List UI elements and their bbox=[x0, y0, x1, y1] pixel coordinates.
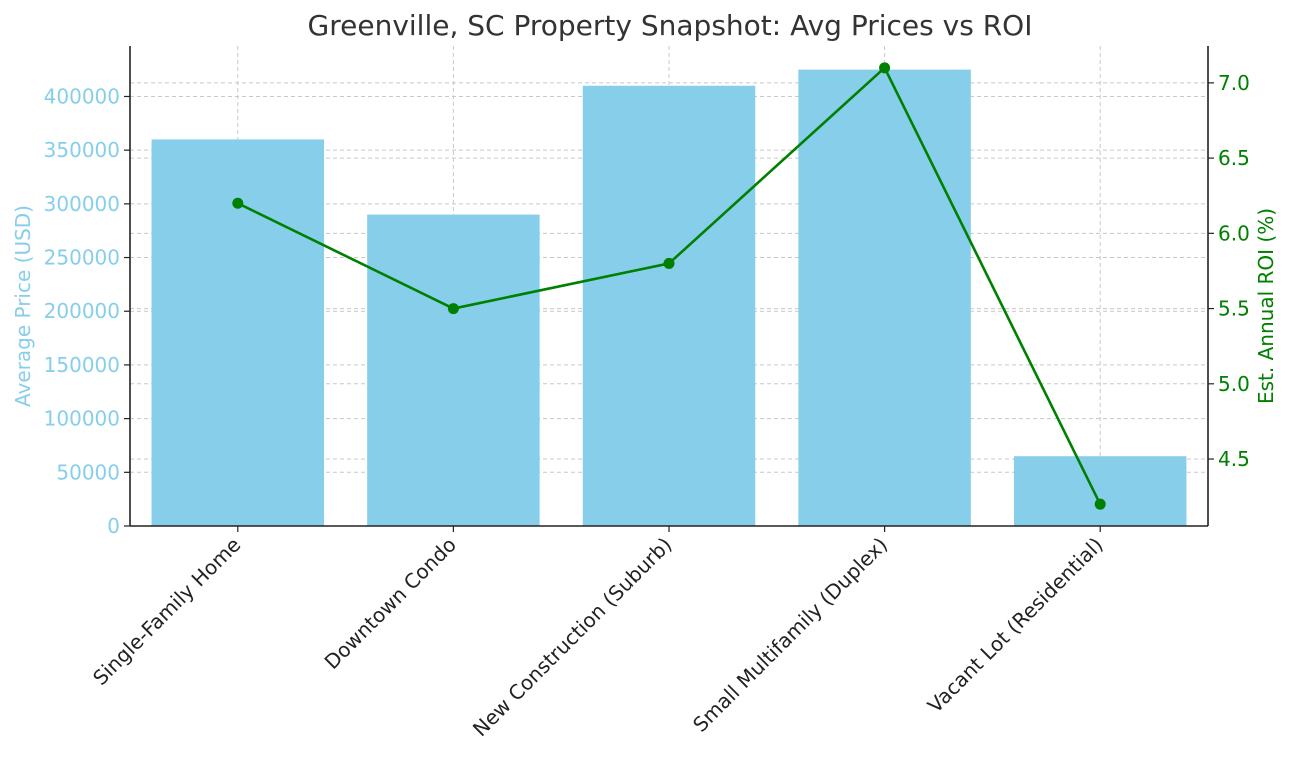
bar bbox=[151, 139, 325, 526]
x-tick-label: Vacant Lot (Residential) bbox=[923, 533, 1108, 718]
y-right-tick-label: 6.0 bbox=[1218, 221, 1250, 245]
y-left-tick-label: 0 bbox=[107, 514, 120, 538]
y-right-tick-label: 4.5 bbox=[1218, 447, 1250, 471]
y-left-tick-label: 300000 bbox=[44, 192, 120, 216]
chart-title: Greenville, SC Property Snapshot: Avg Pr… bbox=[308, 9, 1033, 42]
y-right-tick-label: 5.5 bbox=[1218, 297, 1250, 321]
y-left-tick-label: 250000 bbox=[44, 246, 120, 270]
bar bbox=[582, 85, 756, 527]
x-tick-label: Downtown Condo bbox=[320, 533, 461, 674]
y-axis-right-label: Est. Annual ROI (%) bbox=[1254, 208, 1278, 404]
roi-point bbox=[1094, 498, 1106, 510]
y-axis-left-label: Average Price (USD) bbox=[11, 205, 35, 407]
bar bbox=[1013, 456, 1187, 526]
y-right-tick-label: 6.5 bbox=[1218, 146, 1250, 170]
y-left-tick-label: 350000 bbox=[44, 138, 120, 162]
y-right-tick-label: 7.0 bbox=[1218, 71, 1250, 95]
x-tick-label: Small Multifamily (Duplex) bbox=[688, 533, 892, 737]
line-layer bbox=[232, 62, 1106, 510]
x-tick-label: Single-Family Home bbox=[88, 533, 245, 690]
bar bbox=[367, 214, 540, 526]
roi-point bbox=[232, 197, 244, 209]
axis-layer bbox=[124, 46, 1214, 532]
y-left-tick-label: 150000 bbox=[44, 353, 120, 377]
roi-point bbox=[663, 257, 675, 269]
bar-layer bbox=[151, 69, 1187, 527]
y-left-tick-label: 50000 bbox=[56, 460, 120, 484]
x-tick-label: New Construction (Suburb) bbox=[468, 533, 677, 742]
y-left-tick-label: 100000 bbox=[44, 407, 120, 431]
y-left-tick-label: 200000 bbox=[44, 299, 120, 323]
roi-point bbox=[447, 303, 459, 315]
roi-point bbox=[879, 62, 891, 74]
y-right-tick-label: 5.0 bbox=[1218, 372, 1250, 396]
bar bbox=[798, 69, 971, 527]
y-left-tick-label: 400000 bbox=[44, 84, 120, 108]
